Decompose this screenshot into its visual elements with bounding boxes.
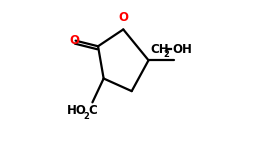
- Text: 2: 2: [83, 112, 89, 121]
- Text: CH: CH: [151, 43, 169, 56]
- Text: HO: HO: [67, 104, 87, 117]
- Text: OH: OH: [172, 43, 192, 56]
- Text: C: C: [88, 104, 97, 117]
- Text: O: O: [69, 34, 79, 47]
- Text: 2: 2: [163, 50, 169, 59]
- Text: O: O: [118, 11, 128, 24]
